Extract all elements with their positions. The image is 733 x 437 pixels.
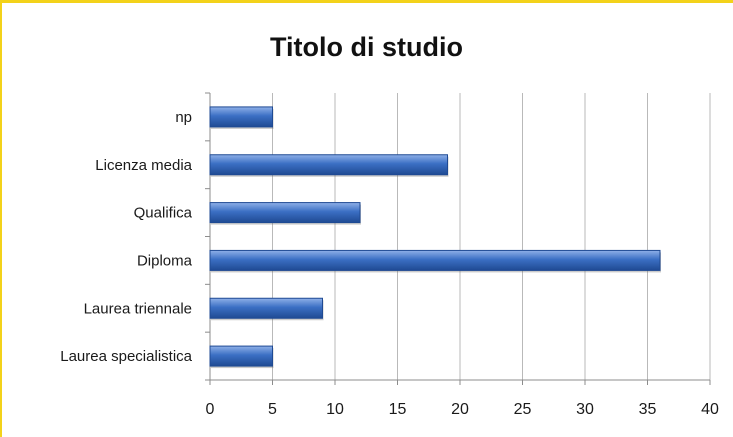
bar-laurea-specialistica: [209, 345, 273, 367]
x-tick-label: 5: [268, 401, 277, 418]
x-tick-label: 35: [639, 401, 657, 418]
x-tick-label: 10: [326, 401, 344, 418]
category-label: Qualifica: [134, 205, 193, 222]
chart-title: Titolo di studio: [270, 32, 463, 62]
x-tick-label: 20: [451, 401, 469, 418]
x-tick-label: 15: [389, 401, 407, 418]
x-tick-label: 40: [701, 401, 719, 418]
category-label: Diploma: [137, 252, 193, 269]
category-label: Licenza media: [95, 157, 192, 174]
category-label: Laurea specialistica: [60, 348, 192, 365]
bar-qualifica: [209, 202, 361, 224]
category-label: Laurea triennale: [84, 300, 192, 317]
x-tick-label: 0: [206, 401, 215, 418]
category-label: np: [175, 109, 192, 126]
bar-diploma: [209, 249, 661, 271]
bar-np: [209, 106, 273, 128]
bar-licenza-media: [209, 154, 448, 176]
x-tick-label: 30: [576, 401, 594, 418]
x-tick-label: 25: [514, 401, 532, 418]
bar-laurea-triennale: [209, 297, 323, 319]
